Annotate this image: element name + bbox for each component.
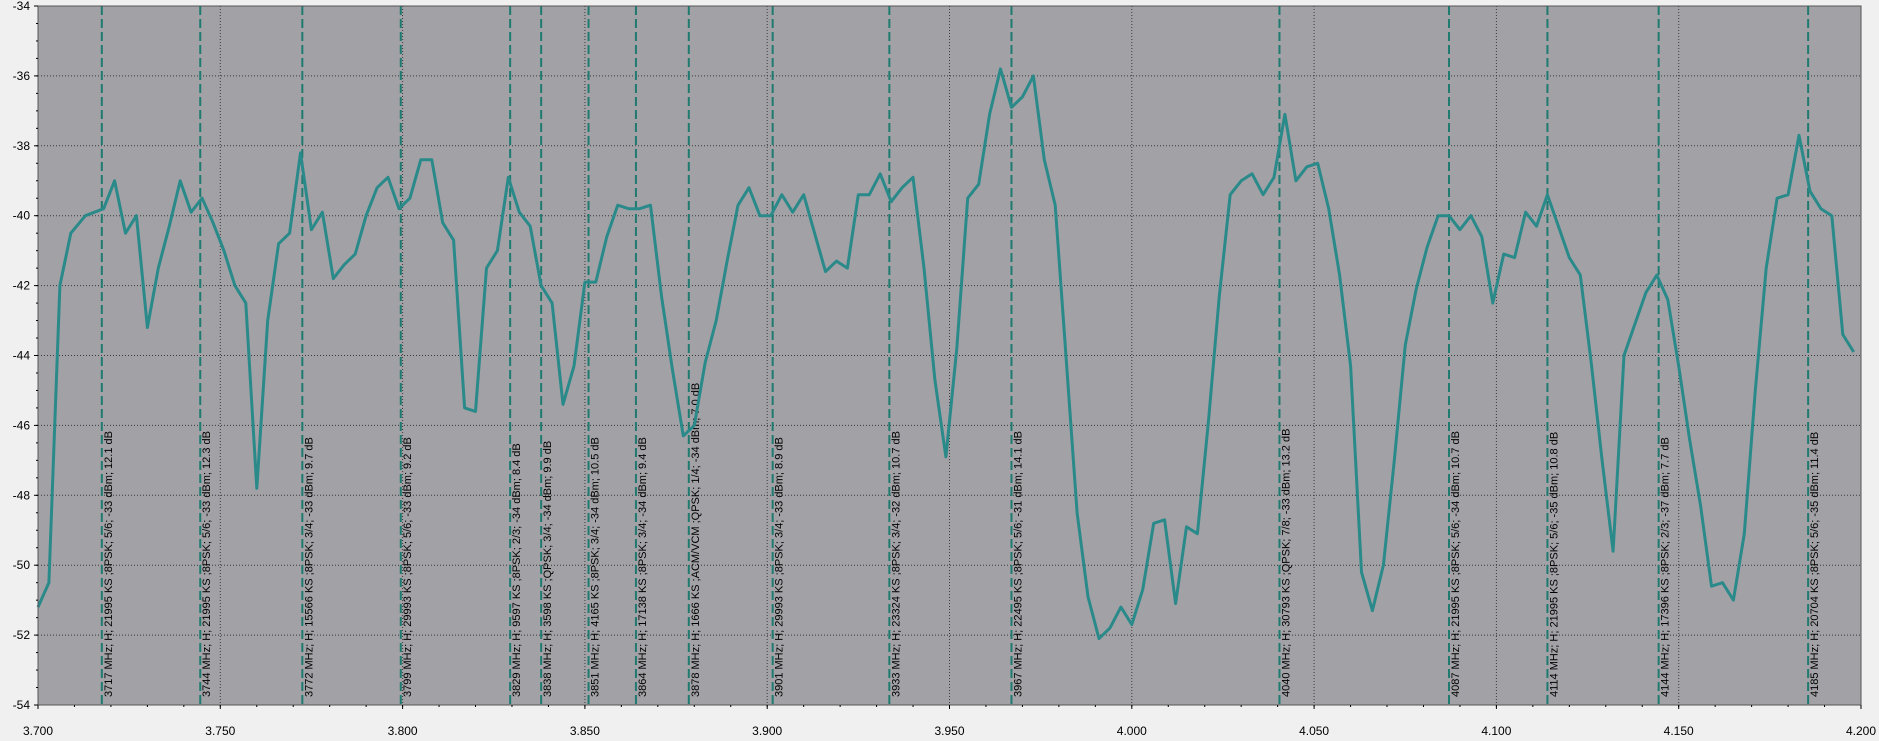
y-tick-label: -34 (13, 0, 31, 13)
marker-label: 3838 MHz; H; 3598 KS ;QPSK; 3/4; -34 dBm… (542, 441, 554, 697)
y-tick-label: -52 (13, 628, 31, 642)
y-tick-label: -46 (13, 418, 31, 432)
y-tick-label: -36 (13, 69, 31, 83)
y-tick-label: -38 (13, 139, 31, 153)
x-tick-label: 4.100 (1481, 724, 1511, 738)
marker-label: 4040 MHz; H; 30793 KS ;QPSK; 7/8; -33 dB… (1280, 429, 1292, 697)
marker-label: 3799 MHz; H; 29993 KS ;8PSK; 5/6; -33 dB… (402, 437, 414, 697)
y-axis-ticks: -34 -36 -38 -40 -42 -44 -46 -48 -50 -52 -54 (13, 0, 38, 712)
marker-label: 3878 MHz; H; 1666 KS ;ACM/VCM ;QPSK; 1/4… (690, 383, 702, 697)
y-tick-label: -42 (13, 279, 31, 293)
x-tick-label: 3.750 (205, 724, 235, 738)
y-tick-label: -54 (13, 698, 31, 712)
marker-label: 4114 MHz; H; 21995 KS ;8PSK; 5/6; -35 dB… (1548, 432, 1560, 697)
y-tick-label: -44 (13, 349, 31, 363)
x-tick-label: 4.200 (1846, 724, 1876, 738)
x-tick-label: 4.150 (1664, 724, 1694, 738)
marker-label: 3744 MHz; H; 21995 KS ;8PSK; 5/6; -33 dB… (201, 431, 213, 697)
x-tick-label: 3.850 (570, 724, 600, 738)
marker-label: 3933 MHz; H; 23324 KS ;8PSK; 3/4; -32 dB… (890, 431, 902, 697)
y-tick-label: -50 (13, 558, 31, 572)
y-tick-label: -40 (13, 209, 31, 223)
marker-label: 4144 MHz; H; 17396 KS ;8PSK; 2/3; -37 dB… (1660, 437, 1672, 697)
signal-markers: 3717 MHz; H; 21995 KS ;8PSK; 5/6; -33 dB… (100, 6, 1821, 705)
series-layer (36, 67, 1855, 641)
y-tick-label: -48 (13, 488, 31, 502)
marker-label: 3717 MHz; H; 21995 KS ;8PSK; 5/6; -33 dB… (103, 431, 115, 697)
x-tick-label: 3.950 (934, 724, 964, 738)
marker-label: 3851 MHz; H; 4165 KS ;8PSK; 3/4; -34 dBm… (590, 437, 602, 697)
x-tick-label: 3.700 (23, 724, 53, 738)
x-tick-label: 4.050 (1299, 724, 1329, 738)
x-tick-label: 3.900 (752, 724, 782, 738)
x-tick-label: 3.800 (388, 724, 418, 738)
marker-label: 3864 MHz; H; 17138 KS ;8PSK; 3/4; -34 dB… (637, 437, 649, 697)
marker-label: 4185 MHz; H; 20704 KS ;8PSK; 5/6; -35 dB… (1809, 432, 1821, 697)
x-tick-label: 4.000 (1117, 724, 1147, 738)
marker-label: 4087 MHz; H; 21995 KS ;8PSK; 5/6; -34 dB… (1450, 431, 1462, 697)
marker-label: 3901 MHz; H; 29993 KS ;8PSK; 3/4; -33 dB… (774, 437, 786, 697)
x-axis-ticks: 3.700 3.750 3.800 3.850 3.900 3.950 4.000 4.050… (23, 705, 1876, 738)
marker-label: 3772 MHz; H; 15566 KS ;8PSK; 3/4; -33 dB… (303, 437, 315, 697)
series-line (36, 67, 1855, 641)
marker-label: 3967 MHz; H; 22495 KS ;8PSK; 5/6; -31 dB… (1012, 431, 1024, 697)
marker-label: 3829 MHz; H; 9597 KS ;8PSK; 2/3; -34 dBm… (511, 443, 523, 697)
